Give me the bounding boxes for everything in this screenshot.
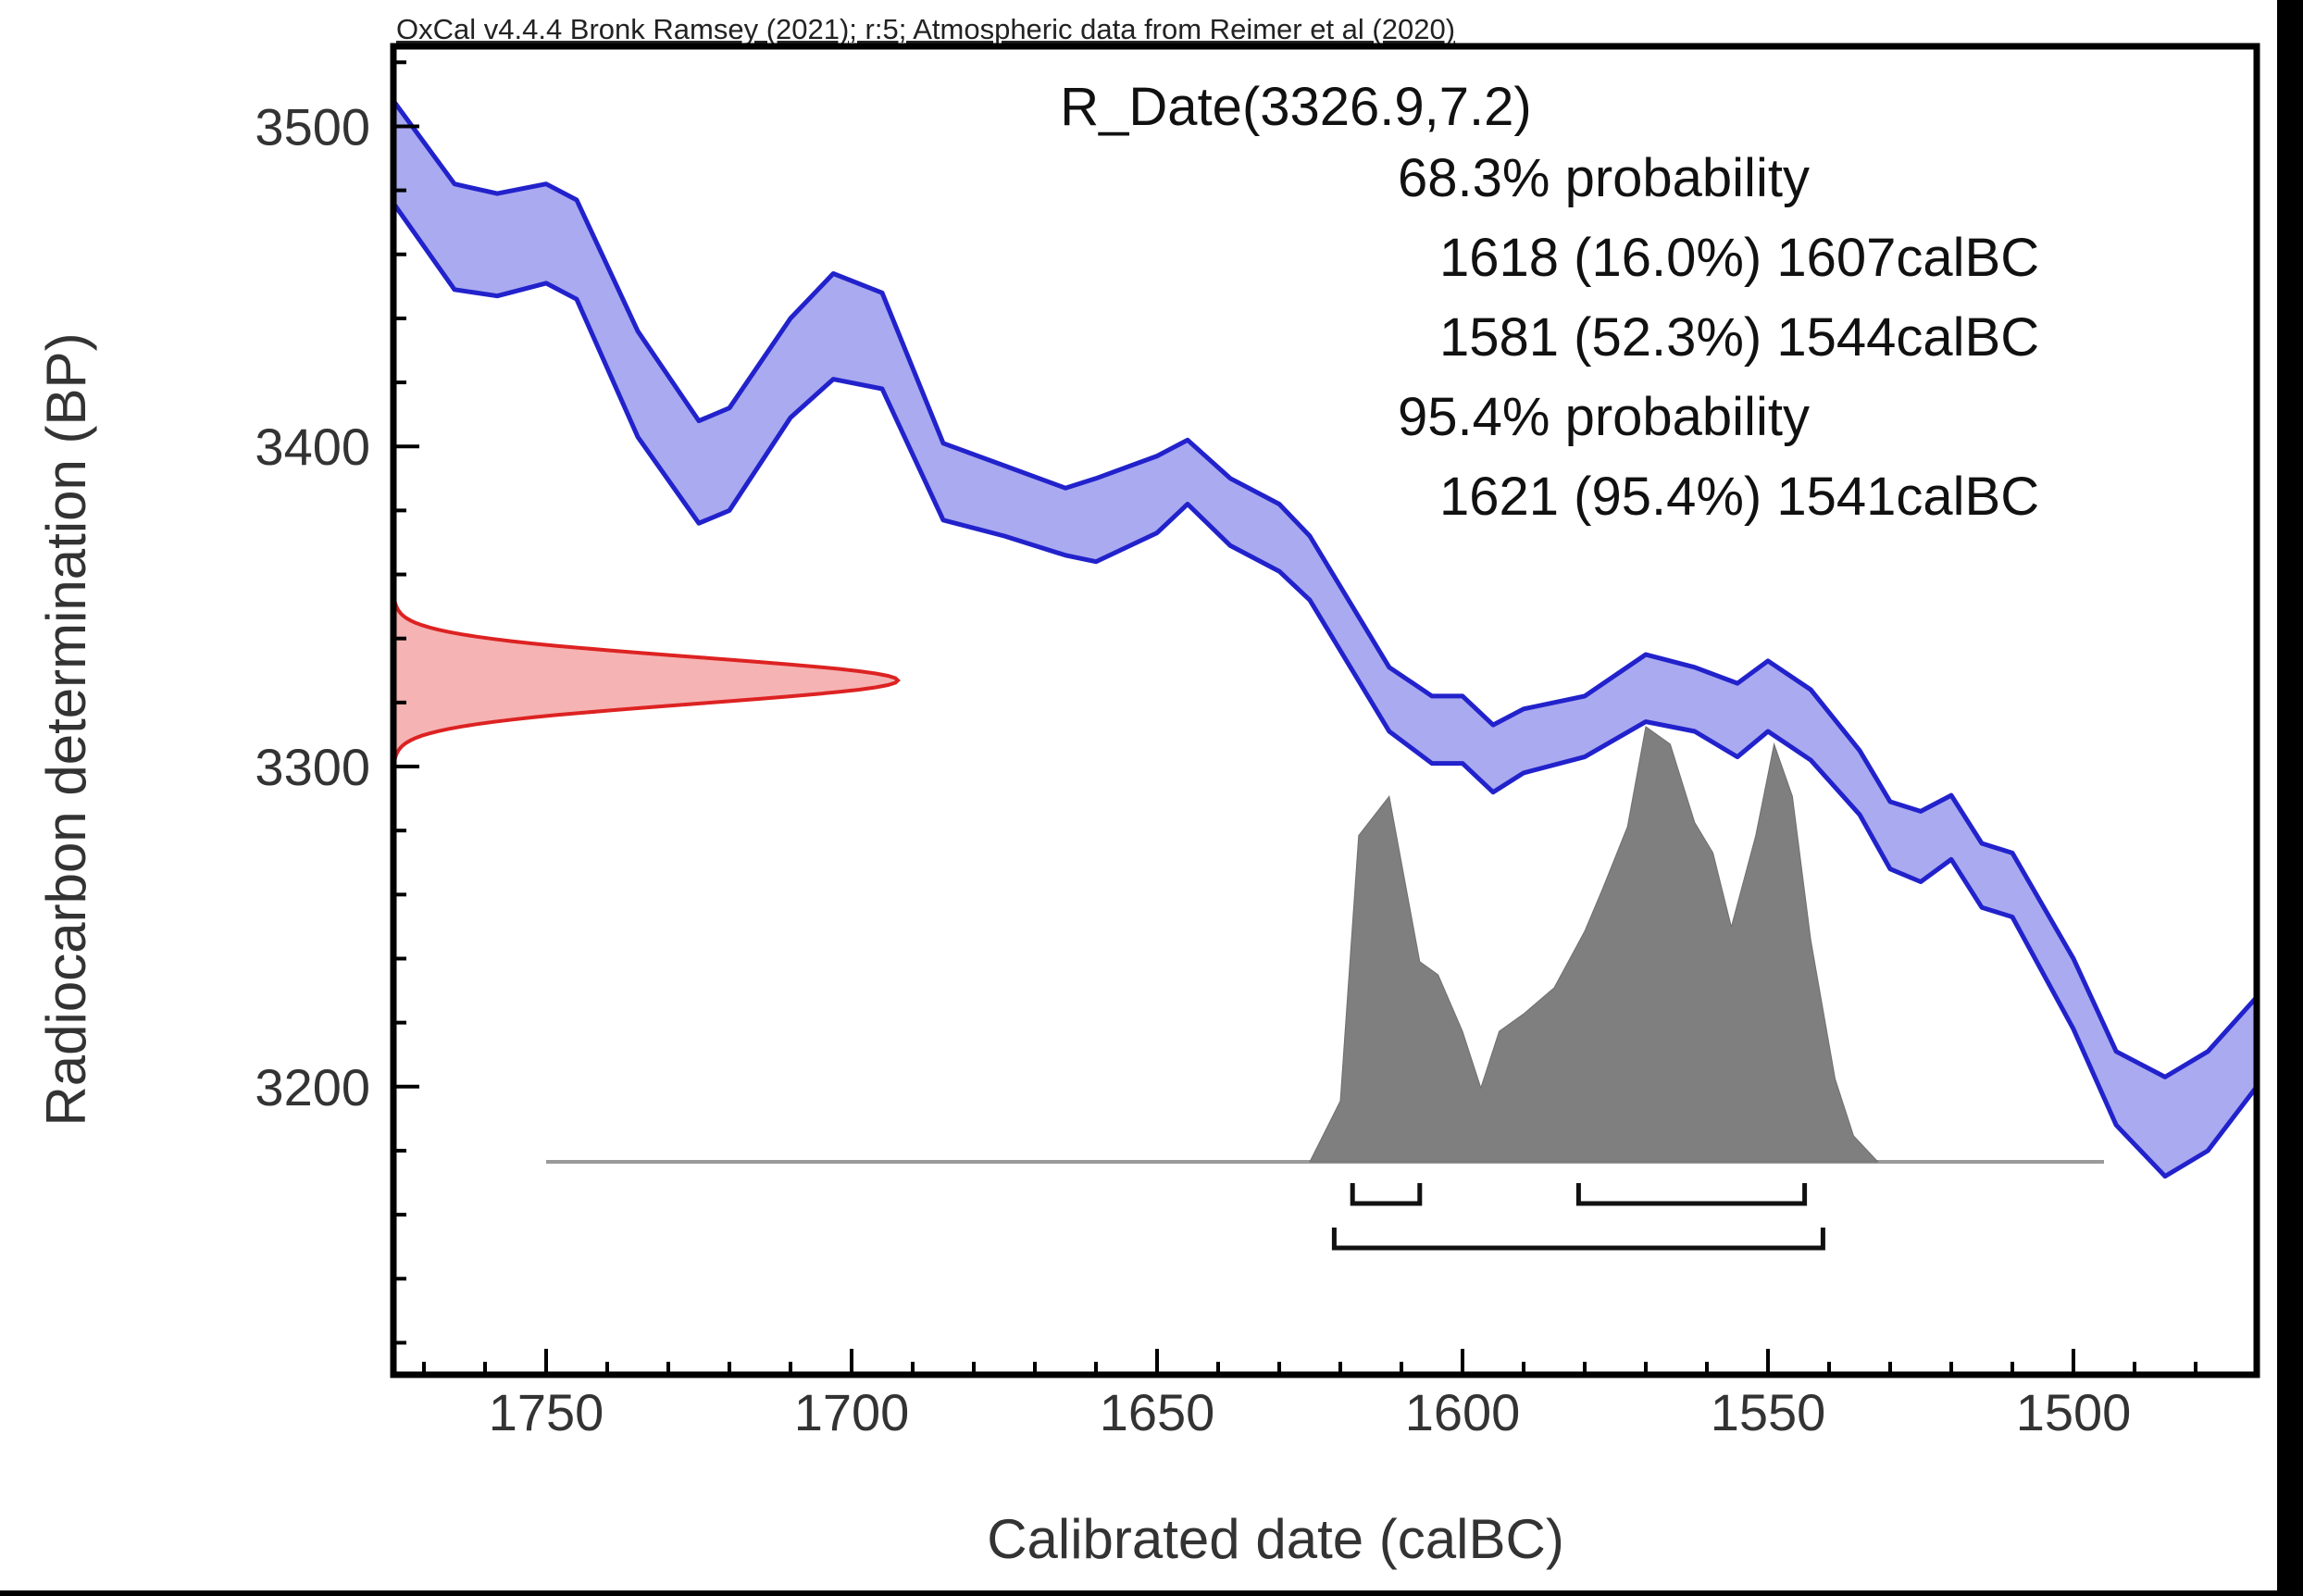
calibration-upper-line	[391, 99, 2259, 1079]
result-line: 68.3% probability	[1398, 148, 1810, 208]
posterior-area	[1309, 726, 1879, 1163]
calibration-curve-band	[391, 99, 2259, 1179]
y-tick-label: 3500	[255, 97, 370, 156]
range-brackets	[1331, 1183, 1825, 1251]
posterior-distribution	[546, 726, 2104, 1164]
calibration-lower-line	[391, 201, 2259, 1179]
calibration-band-fill	[393, 100, 2257, 1177]
result-line: 1618 (16.0%) 1607calBC	[1439, 228, 2039, 288]
result-line: 1621 (95.4%) 1541calBC	[1439, 467, 2039, 527]
x-tick-label: 1550	[1711, 1383, 1826, 1441]
y-tick-label: 3300	[255, 738, 370, 796]
x-tick-label: 1700	[794, 1383, 910, 1441]
software-credit: OxCal v4.4.4 Bronk Ramsey (2021); r:5; A…	[396, 13, 1455, 45]
x-tick-label: 1600	[1405, 1383, 1521, 1441]
probability-results: 68.3% probability 1618 (16.0%) 1607calBC 1…	[1398, 148, 2039, 527]
x-axis-ticks: 1750 1700 1650 1600 1550 1500	[422, 1349, 2259, 1441]
chart-title: R_Date(3326.9,7.2)	[1060, 77, 1531, 137]
y-tick-label: 3400	[255, 418, 370, 476]
result-line: 1581 (52.3%) 1544calBC	[1439, 307, 2039, 368]
x-axis-label: Calibrated date (calBC)	[987, 1508, 1564, 1570]
x-tick-label: 1650	[1100, 1383, 1215, 1441]
y-tick-label: 3200	[255, 1058, 370, 1116]
y-axis-ticks: 3200 3300 3400 3500	[255, 60, 419, 1345]
x-tick-label: 1750	[489, 1383, 604, 1441]
measurement-fill	[393, 554, 898, 807]
plot-frame	[390, 43, 2260, 1378]
range-bracket-68-2	[1575, 1183, 1808, 1206]
range-bracket-68-1	[1350, 1183, 1423, 1206]
x-tick-label: 1500	[2016, 1383, 2132, 1441]
y-axis-label: Radiocarbon determination (BP)	[35, 332, 97, 1126]
result-line: 95.4% probability	[1398, 387, 1810, 447]
range-bracket-95-1	[1331, 1228, 1825, 1251]
